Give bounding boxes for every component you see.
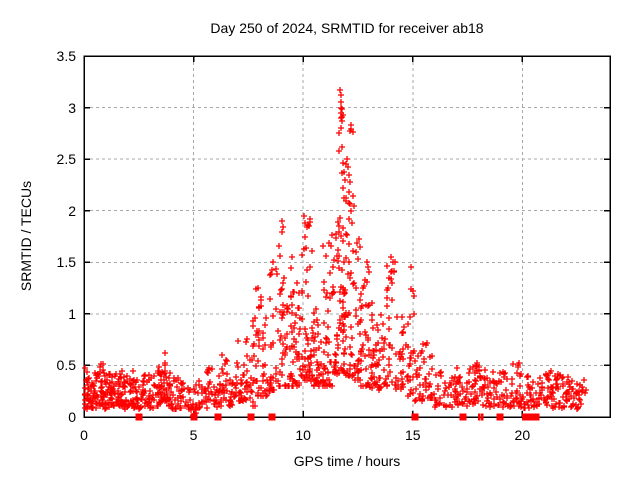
zero-value-marker	[523, 413, 531, 421]
y-tick-label: 1.5	[56, 254, 76, 271]
zero-value-marker	[190, 413, 198, 421]
zero-value-marker	[214, 413, 222, 421]
data-points	[82, 87, 589, 419]
x-tick-label: 15	[404, 427, 421, 443]
y-tick-label: 3.5	[56, 48, 76, 64]
y-tick-label: 3	[68, 99, 76, 116]
x-axis-label: GPS time / hours	[293, 453, 401, 469]
zero-value-marker	[532, 413, 540, 421]
zero-value-marker	[135, 413, 143, 421]
y-tick-label: 0.5	[56, 357, 76, 374]
x-tick-label: 10	[295, 427, 311, 443]
x-tick-label: 5	[189, 427, 198, 443]
y-tick-label: 2.5	[56, 151, 76, 168]
zero-value-marker-thin	[481, 413, 484, 421]
zero-value-marker-thin	[478, 413, 481, 421]
y-tick-label: 1	[68, 305, 76, 322]
zero-value-marker	[459, 413, 467, 421]
zero-value-marker	[496, 413, 504, 421]
chart-title: Day 250 of 2024, SRMTID for receiver ab1…	[210, 20, 484, 36]
y-tick-label: 2	[68, 202, 76, 219]
zero-value-marker	[411, 413, 419, 421]
zero-value-marker	[247, 413, 255, 421]
zero-value-marker	[268, 413, 276, 421]
zero-value-marker-thin	[522, 413, 525, 421]
plot-border	[83, 55, 611, 418]
x-tick-label: 20	[514, 427, 531, 443]
y-tick-label: 0	[68, 409, 76, 425]
x-tick-label: 0	[80, 427, 88, 443]
